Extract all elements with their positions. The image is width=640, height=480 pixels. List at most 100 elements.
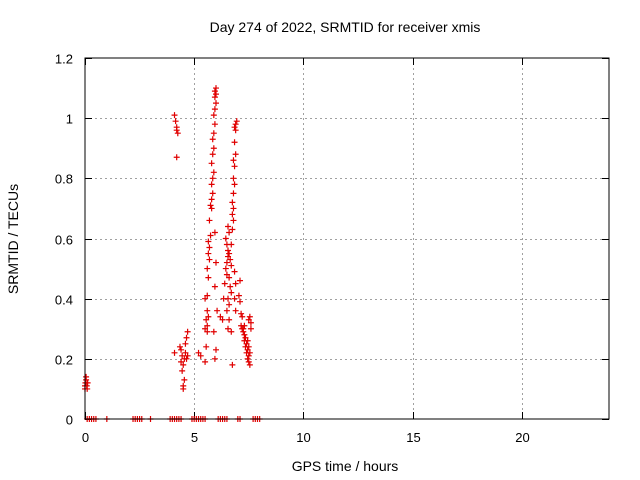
- data-point: [210, 112, 217, 119]
- data-point: [206, 244, 213, 251]
- data-point: [241, 331, 248, 338]
- data-point: [238, 310, 245, 317]
- data-point: [244, 355, 251, 362]
- data-point: [246, 361, 253, 368]
- x-tick-label: 0: [82, 430, 89, 445]
- data-point: [202, 325, 209, 332]
- data-point: [230, 217, 237, 224]
- data-point: [225, 253, 232, 260]
- data-point: [203, 343, 210, 350]
- data-point: [179, 352, 186, 359]
- y-tick-label: 1.2: [55, 52, 73, 67]
- data-point: [222, 265, 229, 272]
- data-point: [232, 127, 239, 134]
- data-point: [228, 289, 235, 296]
- data-point: [245, 343, 252, 350]
- y-tick-label: 0: [66, 413, 73, 428]
- data-point: [229, 226, 236, 233]
- data-point: [226, 250, 233, 257]
- data-point: [247, 319, 254, 326]
- data-point: [231, 124, 238, 131]
- data-point: [178, 346, 185, 353]
- data-point: [205, 250, 212, 257]
- data-point: [209, 190, 216, 197]
- x-tick-label: 10: [296, 430, 310, 445]
- data-point: [202, 358, 209, 365]
- data-point: [208, 196, 215, 203]
- data-point: [237, 298, 244, 305]
- data-point: [225, 295, 232, 302]
- data-point: [228, 262, 235, 269]
- data-point: [226, 316, 233, 323]
- data-point: [180, 361, 187, 368]
- data-point: [211, 121, 218, 128]
- data-point: [243, 340, 250, 347]
- x-tick-label: 15: [406, 430, 420, 445]
- data-point: [235, 292, 242, 299]
- data-point: [209, 175, 216, 182]
- data-point: [204, 322, 211, 329]
- data-point: [246, 349, 253, 356]
- data-point: [233, 118, 240, 125]
- data-point: [222, 235, 229, 242]
- data-point: [211, 355, 218, 362]
- y-tick-label: 0.6: [55, 233, 73, 248]
- data-point: [84, 379, 91, 386]
- data-point: [213, 91, 219, 98]
- data-point: [183, 355, 190, 362]
- data-point: [226, 301, 233, 308]
- data-point: [237, 277, 244, 284]
- data-point: [247, 325, 254, 332]
- data-point: [223, 259, 230, 266]
- data-point: [208, 181, 215, 188]
- data-point: [173, 127, 180, 134]
- data-point: [232, 151, 239, 158]
- data-point: [231, 181, 238, 188]
- data-point: [213, 100, 219, 107]
- data-point: [225, 223, 232, 230]
- data-point: [213, 346, 219, 353]
- data-point: [229, 361, 236, 368]
- data-point: [182, 349, 189, 356]
- data-point: [204, 292, 211, 299]
- data-point: [206, 256, 213, 263]
- data-point: [204, 307, 211, 314]
- data-point: [245, 358, 252, 365]
- data-point: [208, 160, 215, 167]
- data-point: [173, 154, 180, 161]
- data-point: [204, 265, 211, 272]
- data-point: [245, 316, 252, 323]
- data-point: [227, 283, 234, 290]
- data-point: [213, 85, 219, 92]
- data-point: [207, 202, 214, 209]
- data-point: [223, 307, 230, 314]
- data-point: [232, 307, 239, 314]
- y-axis-label: SRMTID / TECUs: [5, 184, 21, 294]
- data-point: [210, 145, 217, 152]
- data-point: [203, 316, 210, 323]
- data-point: [205, 274, 212, 281]
- data-point: [230, 205, 237, 212]
- data-point: [211, 94, 218, 101]
- data-point: [231, 295, 238, 302]
- data-point: [211, 283, 218, 290]
- data-point: [230, 157, 237, 164]
- points-layer: [82, 85, 263, 422]
- data-point: [223, 271, 230, 278]
- data-point: [225, 325, 232, 332]
- data-point: [182, 340, 189, 347]
- data-point: [171, 112, 178, 119]
- data-point: [184, 352, 191, 359]
- data-point: [181, 376, 188, 383]
- x-tick-label: 5: [191, 430, 198, 445]
- data-point: [176, 343, 183, 350]
- data-point: [244, 346, 251, 353]
- data-point: [172, 118, 179, 125]
- x-axis-label: GPS time / hours: [292, 458, 399, 474]
- data-point: [217, 313, 224, 320]
- data-point: [211, 106, 218, 113]
- data-point: [178, 358, 185, 365]
- data-point: [195, 349, 202, 356]
- data-point: [183, 334, 190, 341]
